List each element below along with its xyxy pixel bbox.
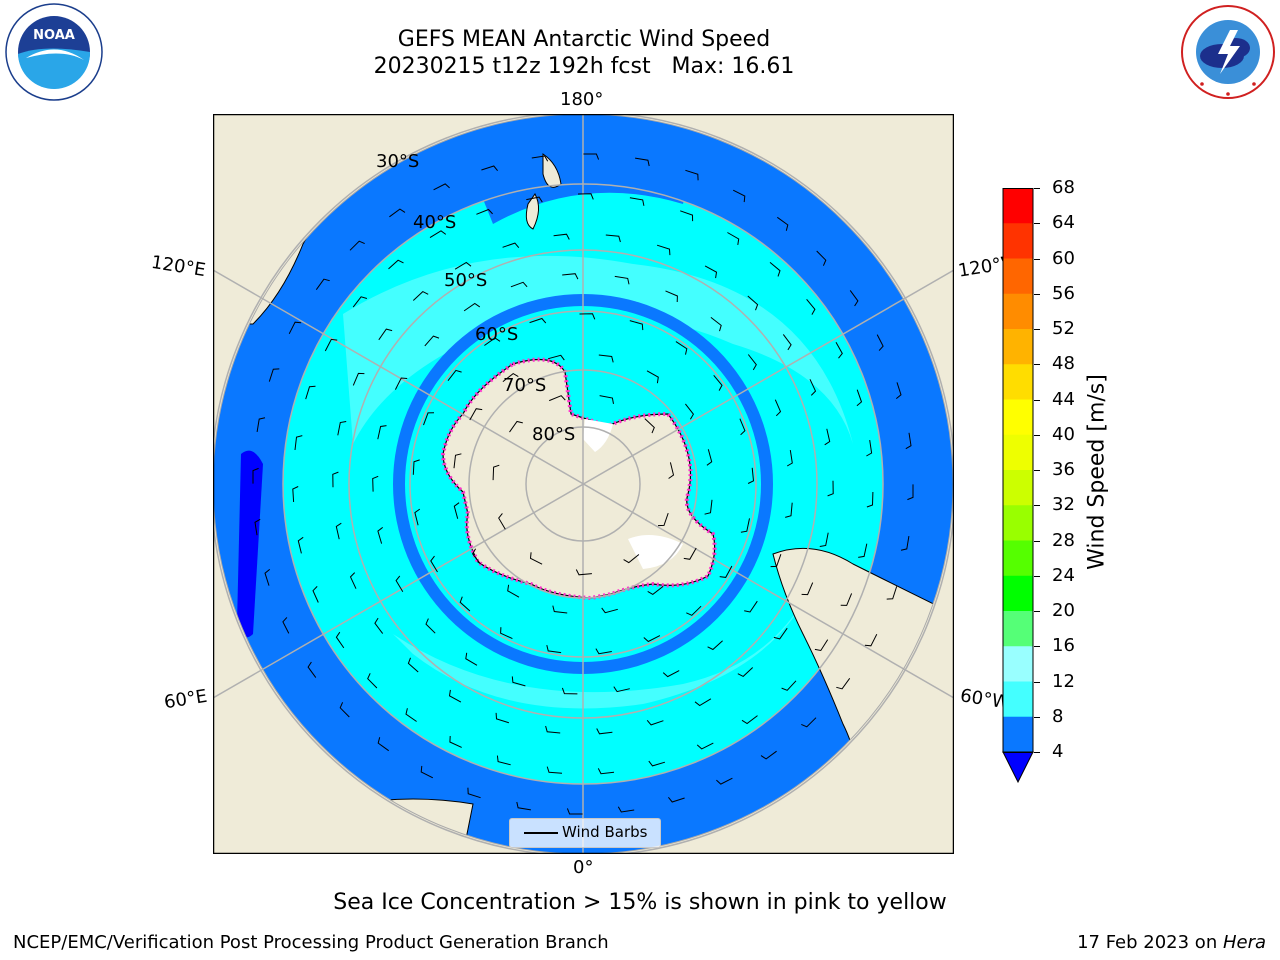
- colorbar-tick-label: 16: [1052, 635, 1075, 657]
- lon-label-120e: 120°E: [149, 251, 208, 282]
- nws-logo: [1178, 4, 1278, 100]
- colorbar-extend-arrow: [1002, 751, 1034, 784]
- colorbar-tick-mark: [1034, 364, 1040, 366]
- lat-label-50s: 50°S: [444, 270, 488, 291]
- colorbar-tick-label: 24: [1052, 564, 1075, 586]
- colorbar-tick-label: 36: [1052, 459, 1075, 480]
- colorbar-tick-mark: [1034, 399, 1040, 401]
- colorbar-segment: [1003, 188, 1033, 224]
- noaa-logo: NOAA: [4, 2, 104, 102]
- plot-title: GEFS MEAN Antarctic Wind Speed: [397, 27, 771, 52]
- colorbar-segment: [1003, 399, 1033, 436]
- colorbar-tick-label: 64: [1052, 212, 1075, 234]
- colorbar-segment: [1003, 646, 1033, 682]
- legend-line-sample: [524, 832, 558, 834]
- colorbar-tick-mark: [1034, 293, 1040, 295]
- colorbar-segment: [1003, 434, 1033, 471]
- colorbar-tick-mark: [1034, 646, 1040, 648]
- footer-credit: NCEP/EMC/Verification Post Processing Pr…: [13, 932, 609, 953]
- colorbar-tick-label: 68: [1052, 177, 1075, 198]
- plot-subtitle: 20230215 t12z 192h fcst Max: 16.61: [373, 54, 795, 79]
- colorbar-tick-label: 8: [1052, 705, 1064, 727]
- colorbar-tick-label: 20: [1052, 600, 1075, 621]
- colorbar-tick-label: 60: [1052, 247, 1075, 269]
- lat-label-70s: 70°S: [503, 375, 547, 396]
- lat-label-60s: 60°S: [475, 324, 519, 345]
- colorbar-segment: [1003, 540, 1033, 577]
- colorbar-tick-label: 12: [1052, 670, 1075, 692]
- map-legend: Wind Barbs: [509, 818, 661, 848]
- colorbar-segment: [1003, 681, 1033, 718]
- colorbar-tick-mark: [1034, 434, 1040, 436]
- colorbar-tick-mark: [1034, 188, 1040, 189]
- footer-date: 17 Feb 2023 on Hera: [1077, 932, 1266, 953]
- sea-ice-note: Sea Ice Concentration > 15% is shown in …: [333, 890, 947, 915]
- colorbar-tick-label: 56: [1052, 282, 1075, 304]
- lat-label-30s: 30°S: [376, 151, 420, 172]
- colorbar-tick-mark: [1034, 611, 1040, 612]
- colorbar-tick-mark: [1034, 223, 1040, 225]
- lat-label-80s: 80°S: [532, 424, 576, 445]
- lon-label-0: 0°: [573, 857, 594, 878]
- colorbar-segment: [1003, 329, 1033, 365]
- colorbar-segment: [1003, 223, 1033, 259]
- colorbar-tick-label: 44: [1052, 388, 1075, 410]
- colorbar-segment: [1003, 364, 1033, 400]
- colorbar-segment: [1003, 505, 1033, 541]
- colorbar-tick-label: 4: [1052, 741, 1064, 762]
- colorbar-tick-mark: [1034, 258, 1040, 260]
- colorbar-segment: [1003, 575, 1033, 612]
- colorbar-tick-label: 48: [1052, 353, 1075, 375]
- footer-machine: Hera: [1222, 932, 1266, 953]
- colorbar-segment: [1003, 716, 1033, 752]
- lon-label-60e: 60°E: [162, 685, 209, 714]
- colorbar-tick-mark: [1034, 329, 1040, 330]
- colorbar-tick-mark: [1034, 575, 1040, 577]
- colorbar-outline: [1002, 188, 1034, 753]
- colorbar-tick-label: 28: [1052, 529, 1075, 551]
- lat-label-40s: 40°S: [413, 212, 457, 233]
- graticule: [213, 114, 954, 854]
- polar-stereographic-map: [213, 114, 954, 854]
- colorbar-tick-mark: [1034, 752, 1040, 753]
- footer-date-text: 17 Feb 2023 on: [1077, 932, 1223, 953]
- colorbar-segment: [1003, 293, 1033, 330]
- colorbar: [1002, 188, 1034, 784]
- colorbar-tick-label: 32: [1052, 494, 1075, 516]
- colorbar-tick-label: 52: [1052, 318, 1075, 339]
- colorbar-tick-label: 40: [1052, 423, 1075, 445]
- colorbar-title: Wind Speed [m/s]: [1084, 374, 1110, 570]
- legend-label: Wind Barbs: [562, 823, 648, 841]
- colorbar-tick-mark: [1034, 716, 1040, 718]
- svg-text:NOAA: NOAA: [33, 28, 75, 43]
- colorbar-tick-mark: [1034, 540, 1040, 542]
- lon-label-180: 180°: [560, 89, 604, 110]
- colorbar-segment: [1003, 470, 1033, 506]
- colorbar-segment: [1003, 611, 1033, 647]
- colorbar-tick-mark: [1034, 505, 1040, 507]
- colorbar-segment: [1003, 258, 1033, 295]
- colorbar-tick-mark: [1034, 681, 1040, 683]
- colorbar-tick-mark: [1034, 470, 1040, 471]
